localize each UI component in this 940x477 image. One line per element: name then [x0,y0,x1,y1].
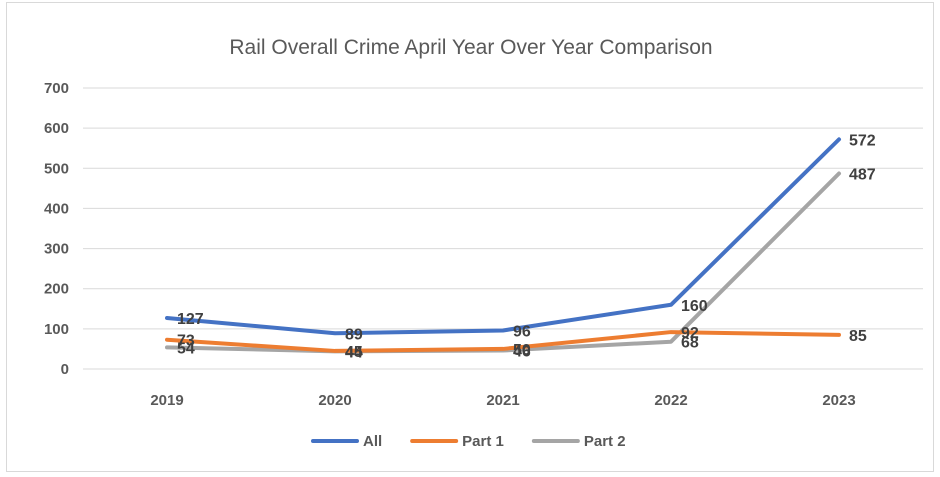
series-line-part-1 [165,330,841,353]
x-tick-label: 2022 [654,392,687,409]
legend-label: Part 1 [462,433,504,450]
y-tick-label: 700 [44,80,69,97]
y-tick-label: 300 [44,241,69,258]
y-tick-label: 600 [44,120,69,137]
data-label-part-1: 85 [849,328,867,345]
legend-label: Part 2 [584,433,626,450]
data-label-all: 572 [849,132,876,149]
x-axis: 2019 2020 2021 2022 2023 [150,392,855,409]
data-label-all: 89 [345,326,363,343]
y-axis: 0 100 200 300 400 500 600 700 [44,80,69,378]
y-tick-label: 400 [44,200,69,217]
data-label-all: 160 [681,298,708,315]
chart-frame: Rail Overall Crime April Year Over Year … [6,2,934,472]
grid-layer [83,87,923,370]
series-layer [165,137,841,354]
legend-item-all[interactable]: All [311,433,382,450]
x-tick-label: 2021 [486,392,519,409]
data-label-part-2: 68 [681,335,699,352]
line-chart: Rail Overall Crime April Year Over Year … [44,36,923,450]
data-label-all: 96 [513,323,531,340]
x-tick-label: 2020 [318,392,351,409]
legend-label: All [363,433,382,450]
legend-item-part-1[interactable]: Part 1 [410,433,504,450]
data-label-all: 127 [177,311,204,328]
data-label-part-2: 487 [849,167,876,184]
legend-item-part-2[interactable]: Part 2 [531,433,626,450]
data-labels: 127 89 96 160 572 73 45 50 92 85 54 44 46 68 487 [177,132,876,361]
x-tick-label: 2019 [150,392,183,409]
series-line-part-2 [165,171,841,354]
data-label-part-1: 73 [177,333,195,350]
data-label-part-1: 45 [345,344,363,361]
data-label-part-2: 54 [177,340,195,357]
data-label-part-2: 46 [513,344,531,361]
y-tick-label: 200 [44,281,69,298]
y-tick-label: 0 [61,361,69,378]
data-label-part-2: 44 [345,344,363,361]
data-label-part-1: 50 [513,342,531,359]
y-tick-label: 500 [44,160,69,177]
y-tick-label: 100 [44,321,69,338]
series-line-all [165,137,841,336]
legend: All Part 1 Part 2 [311,433,626,450]
x-tick-label: 2023 [822,392,855,409]
chart-title: Rail Overall Crime April Year Over Year … [229,36,712,59]
data-label-part-1: 92 [681,325,699,342]
